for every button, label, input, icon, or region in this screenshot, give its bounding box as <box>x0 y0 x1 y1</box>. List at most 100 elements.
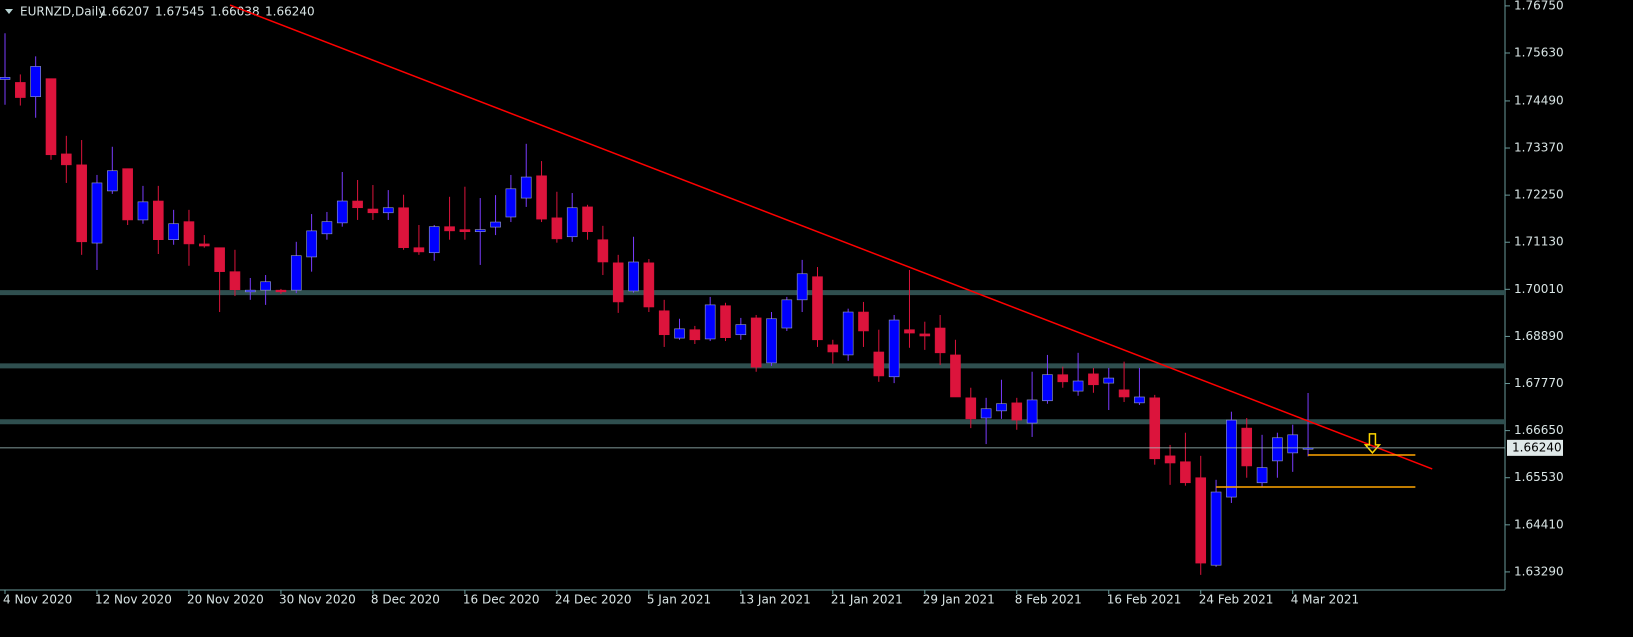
candle-body <box>842 311 854 356</box>
y-tick-label: 1.67770 <box>1514 376 1564 390</box>
y-tick-label: 1.63290 <box>1514 564 1564 578</box>
candle-body <box>352 200 363 209</box>
header-ohlc: 1.67545 <box>155 5 205 19</box>
candle-body <box>505 188 517 218</box>
candle-body <box>827 344 839 353</box>
candle-body <box>168 223 179 241</box>
candle-body <box>1072 380 1084 392</box>
y-tick-label: 1.70010 <box>1514 282 1564 296</box>
candle-body <box>428 226 440 254</box>
candle-body <box>260 281 271 291</box>
candle-body <box>551 217 563 240</box>
candle-body <box>45 78 57 156</box>
candle-body <box>1210 491 1222 566</box>
x-tick-label: 30 Nov 2020 <box>279 593 356 607</box>
candle-body <box>735 324 747 336</box>
candle-body <box>30 66 41 98</box>
header-toggle[interactable] <box>5 9 13 14</box>
candle-body <box>658 310 670 336</box>
header-ohlc: 1.66207 <box>100 5 150 19</box>
candle-body <box>1180 461 1191 484</box>
candle-body <box>812 276 823 341</box>
candle-body <box>321 221 333 235</box>
candle-body <box>612 262 624 303</box>
candle-body <box>520 176 532 199</box>
candle-body <box>91 182 103 244</box>
candle-body <box>965 397 977 420</box>
y-tick-label: 1.64410 <box>1514 517 1564 531</box>
x-tick-label: 4 Mar 2021 <box>1291 593 1359 607</box>
candle-body <box>413 247 425 253</box>
candle-body <box>1134 396 1145 404</box>
candle-body <box>1149 397 1161 460</box>
candle-body <box>643 262 655 308</box>
candle-body <box>888 319 900 378</box>
candle-body <box>704 304 716 340</box>
candle-body <box>336 200 348 224</box>
y-tick-label: 1.75630 <box>1514 45 1564 59</box>
candle-body <box>1287 434 1299 454</box>
y-tick-label: 1.71130 <box>1514 235 1564 249</box>
candle-body <box>61 153 72 166</box>
candle-body <box>674 328 685 339</box>
candle-body <box>15 82 26 98</box>
trendline <box>229 4 1433 470</box>
candle-body <box>980 408 992 419</box>
candle-body <box>904 329 915 334</box>
candle-body <box>306 230 317 258</box>
candle-body <box>275 289 287 293</box>
candle-body <box>766 318 777 364</box>
candle-body <box>183 221 195 245</box>
candle-body <box>919 333 931 337</box>
y-tick-label: 1.68890 <box>1514 329 1564 343</box>
candle-body <box>1256 467 1268 484</box>
x-tick-label: 8 Dec 2020 <box>371 593 440 607</box>
candle-body <box>950 354 961 398</box>
candle-body <box>781 299 793 329</box>
candle-body <box>229 271 241 291</box>
candle-body <box>214 247 225 272</box>
candle-body <box>137 201 149 221</box>
x-tick-label: 20 Nov 2020 <box>187 593 264 607</box>
candle-body <box>122 168 133 221</box>
candle-body <box>382 207 394 214</box>
candle-body <box>1241 427 1253 467</box>
x-tick-label: 29 Jan 2021 <box>923 593 995 607</box>
candle-body <box>153 200 164 241</box>
y-tick-label: 1.66650 <box>1514 423 1564 437</box>
y-tick-label: 1.74490 <box>1514 93 1564 107</box>
candle-body <box>873 351 885 377</box>
x-tick-label: 4 Nov 2020 <box>3 593 72 607</box>
candle-body <box>1042 374 1053 402</box>
x-tick-label: 12 Nov 2020 <box>95 593 172 607</box>
candle-body <box>1011 402 1023 421</box>
candle-body <box>996 403 1007 412</box>
x-tick-label: 24 Feb 2021 <box>1199 593 1274 607</box>
current-price-label: 1.66240 <box>1512 440 1562 454</box>
candle-body <box>367 208 379 214</box>
x-tick-label: 5 Jan 2021 <box>647 593 711 607</box>
x-tick-label: 16 Dec 2020 <box>463 593 540 607</box>
x-tick-label: 21 Jan 2021 <box>831 593 903 607</box>
candle-body <box>720 305 731 338</box>
header-ohlc: 1.66240 <box>265 5 315 19</box>
candle-body <box>750 317 762 368</box>
candle-body <box>290 255 302 291</box>
candle-body <box>459 229 471 233</box>
candle-body <box>536 175 547 220</box>
candle-body <box>198 243 210 247</box>
candle-body <box>244 289 256 293</box>
down-arrow <box>1363 433 1382 455</box>
candle-body <box>796 273 808 301</box>
header-ohlc: 1.66038 <box>210 5 260 19</box>
candle-body <box>582 206 593 233</box>
candle-body <box>566 207 578 238</box>
x-tick-label: 24 Dec 2020 <box>555 593 632 607</box>
candle-body <box>76 164 87 243</box>
candle-body <box>1226 419 1237 498</box>
candle-body <box>490 221 501 228</box>
candle-body <box>689 329 701 341</box>
x-tick-label: 16 Feb 2021 <box>1107 593 1182 607</box>
